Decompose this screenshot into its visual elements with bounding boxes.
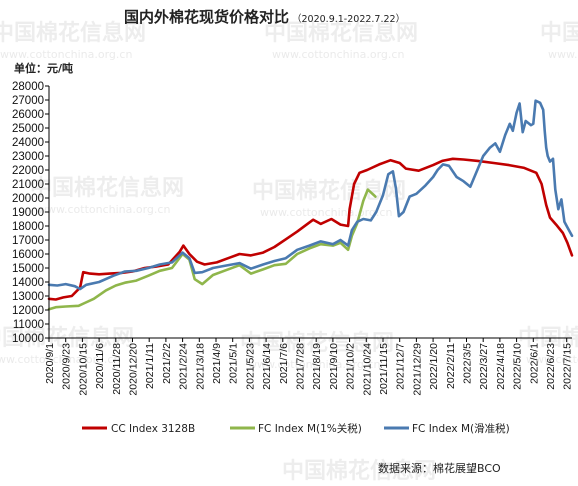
- x-axis-ticks: 2020/9/1 2020/9/23 2020/10/15 2020/11/6 2020…: [44, 338, 574, 396]
- watermark-text: 中国棉花信息网: [0, 20, 146, 46]
- y-tick-label: 15000: [12, 263, 44, 275]
- y-tick-label: 21000: [12, 179, 44, 191]
- x-tick-label: 2021/12/29: [411, 343, 423, 396]
- watermark-url: www.cottonchina.org.cn: [272, 48, 404, 61]
- watermark-text: 中国棉花信息网: [282, 458, 436, 484]
- x-tick-label: 2020/11/6: [94, 343, 106, 389]
- x-tick-label: 2021/11/15: [378, 343, 390, 395]
- watermark-text: 中国棉花信息网: [540, 20, 578, 46]
- watermark-url: www.cottonchina.org.cn: [548, 48, 578, 61]
- y-tick-label: 14000: [12, 277, 44, 289]
- watermark-url: www.cottonchina.org.cn: [0, 48, 132, 61]
- legend-item-cc: CC Index 3128B: [82, 423, 195, 435]
- x-tick-label: 2021/7/6: [278, 343, 290, 384]
- y-tick-label: 13000: [12, 291, 44, 303]
- legend-label-fc-sliding: FC Index M(滑准税): [412, 422, 510, 435]
- legend-item-fc-sliding: FC Index M(滑准税): [384, 422, 510, 435]
- x-tick-label: 2020/10/15: [77, 343, 89, 396]
- legend-label-fc-1pct: FC Index M(1%关税): [258, 422, 362, 435]
- x-tick-label: 2020/9/1: [44, 343, 56, 384]
- x-tick-label: 2021/8/19: [311, 343, 323, 390]
- x-tick-label: 2020/9/23: [61, 343, 73, 390]
- x-tick-label: 2022/6/1: [528, 343, 540, 384]
- x-tick-label: 2021/2/24: [178, 343, 190, 390]
- series-group: [47, 99, 574, 311]
- y-axis-unit-label: 单位：元/吨: [14, 61, 73, 75]
- x-tick-label: 2021/1/11: [144, 343, 156, 389]
- watermark-layer: 中国棉花信息网 www.cottonchina.org.cn 中国棉花信息网 www.…: [0, 20, 578, 484]
- watermark-url: www.cottonchina.org.cn: [38, 203, 170, 216]
- x-tick-label: 2020/11/28: [111, 343, 123, 395]
- y-tick-label: 25000: [12, 123, 44, 135]
- series-line-fc-index-sliding: [47, 99, 574, 291]
- x-tick-label: 2021/6/14: [261, 343, 273, 390]
- watermark-text: 中国棉花信息网: [264, 20, 418, 46]
- legend-label-cc: CC Index 3128B: [111, 423, 195, 435]
- watermark-text: 中国棉花信息网: [30, 175, 184, 201]
- x-tick-label: 2022/6/23: [545, 343, 557, 390]
- x-tick-label: 2022/3/27: [478, 343, 490, 390]
- x-tick-label: 2022/7/15: [562, 343, 574, 390]
- x-tick-label: 2021/4/9: [211, 343, 223, 384]
- x-tick-label: 2021/5/1: [228, 343, 240, 384]
- y-tick-label: 22000: [12, 165, 44, 177]
- y-tick-label: 23000: [12, 151, 44, 163]
- x-tick-label: 2021/5/23: [244, 343, 256, 390]
- legend: CC Index 3128B FC Index M(1%关税) FC Index…: [82, 422, 510, 435]
- watermark-url: www.cottonchina.org.cn: [526, 353, 578, 366]
- y-tick-label: 11000: [13, 319, 44, 331]
- x-tick-label: 2022/4/18: [495, 343, 507, 390]
- x-tick-label: 2021/12/7: [395, 343, 407, 390]
- y-tick-label: 20000: [12, 193, 44, 205]
- y-tick-label: 28000: [12, 81, 44, 93]
- chart-subtitle: （2020.9.1-2022.7.22）: [292, 13, 405, 25]
- watermark-url: www.cottonchina.org.cn: [248, 358, 380, 371]
- y-tick-label: 19000: [12, 207, 44, 219]
- series-line-fc-index-1pct: [47, 188, 377, 311]
- y-tick-label: 10000: [12, 333, 44, 345]
- y-axis-ticks: 10000 11000 12000 13000 14000 15000 16000 17000…: [12, 81, 49, 345]
- y-tick-label: 12000: [12, 305, 44, 317]
- y-tick-label: 26000: [12, 109, 44, 121]
- y-tick-label: 18000: [12, 221, 44, 233]
- x-tick-label: 2022/5/10: [512, 343, 524, 390]
- watermark-url: www.cottonchina.org.cn: [0, 353, 120, 366]
- y-tick-label: 24000: [12, 137, 44, 149]
- x-tick-label: 2022/2/11: [445, 343, 457, 389]
- x-tick-label: 2021/7/28: [294, 343, 306, 390]
- chart-title: 国内外棉花现货价格对比: [124, 8, 289, 26]
- data-source: 数据来源：棉花展望BCO: [378, 461, 501, 475]
- x-tick-label: 2021/10/24: [361, 343, 373, 396]
- plot-area: 10000 11000 12000 13000 14000 15000 16000 17000…: [12, 81, 574, 396]
- y-tick-label: 27000: [12, 95, 44, 107]
- x-tick-label: 2022/1/20: [428, 343, 440, 390]
- x-tick-label: 2021/10/2: [345, 343, 357, 390]
- x-tick-label: 2020/12/20: [127, 343, 139, 396]
- y-tick-label: 16000: [12, 249, 44, 261]
- x-tick-label: 2021/2/2: [161, 343, 173, 384]
- legend-item-fc-1pct: FC Index M(1%关税): [230, 422, 362, 435]
- watermark-text: 中国棉花信息网: [240, 330, 394, 356]
- x-tick-label: 2021/3/18: [194, 343, 206, 390]
- x-tick-label: 2021/9/10: [328, 343, 340, 390]
- y-tick-label: 17000: [12, 235, 44, 247]
- x-tick-label: 2022/3/5: [461, 343, 473, 384]
